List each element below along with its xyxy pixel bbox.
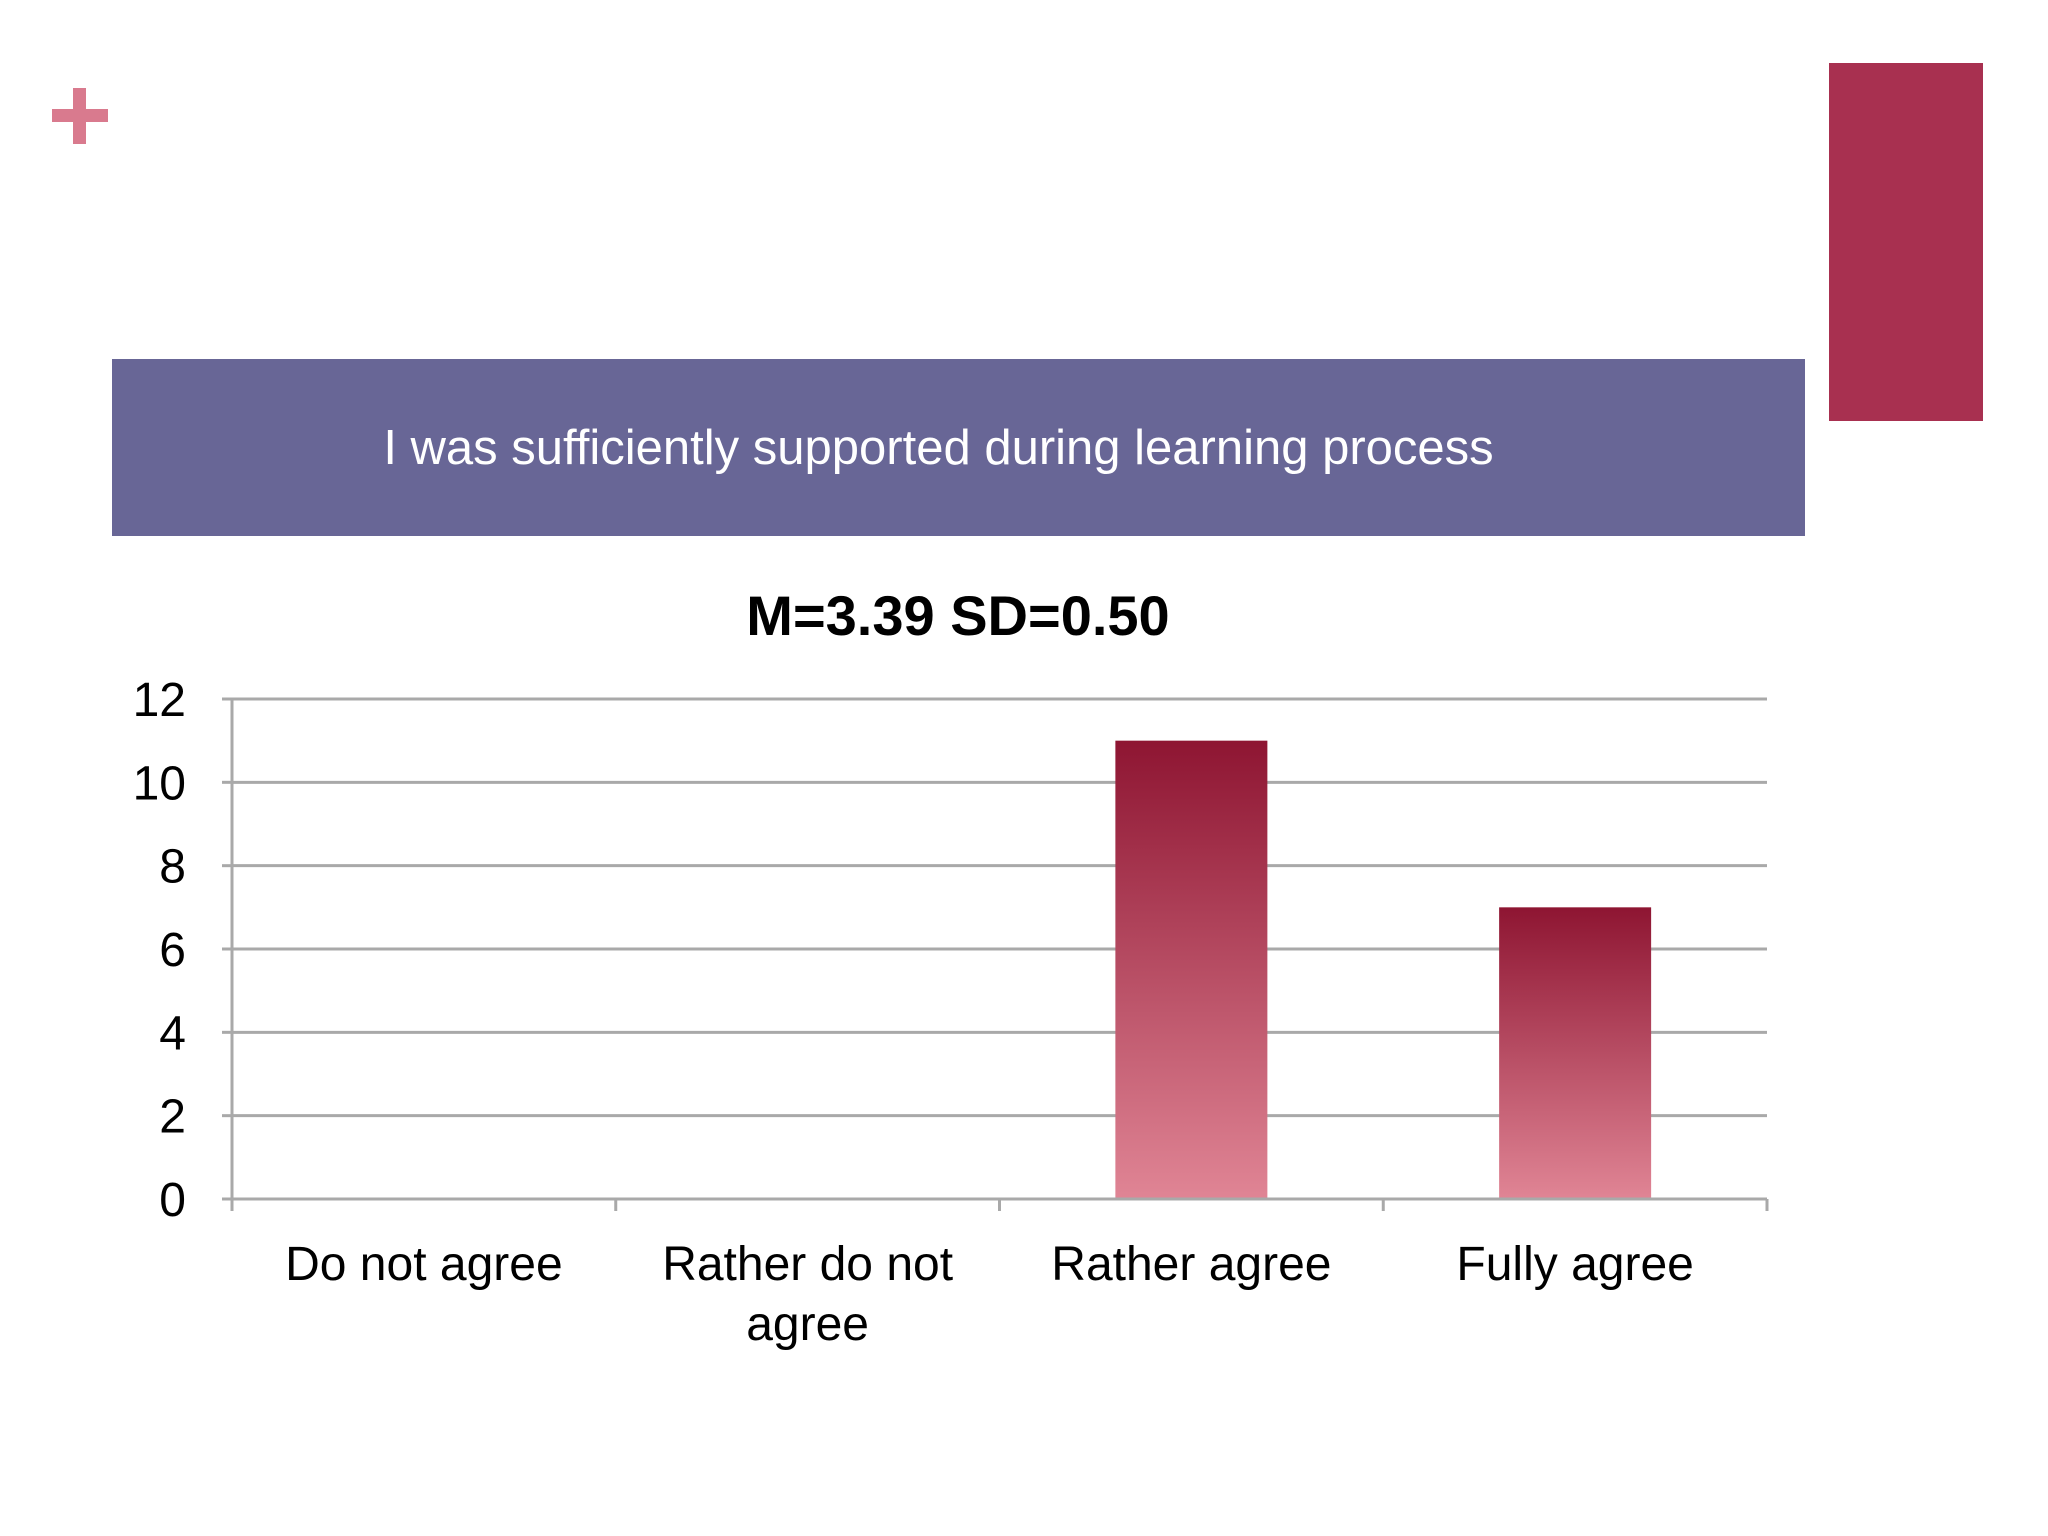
x-tick-label-2: Rather agree bbox=[1051, 1238, 1331, 1291]
question-banner: I was sufficiently supported during lear… bbox=[112, 359, 1805, 536]
x-tick-label-1: Rather do not agree bbox=[662, 1238, 953, 1351]
plus-icon bbox=[52, 88, 108, 144]
x-tick-label-line: Rather do not bbox=[662, 1238, 953, 1291]
x-tick-label-line: agree bbox=[746, 1298, 869, 1351]
question-text: I was sufficiently supported during lear… bbox=[383, 420, 1494, 475]
plus-icon-vertical bbox=[73, 88, 86, 144]
y-tick-label-0: 0 bbox=[159, 1174, 186, 1227]
bar-2 bbox=[1115, 740, 1268, 1199]
x-tick-label-line: Fully agree bbox=[1456, 1238, 1693, 1291]
y-tick-label-4: 4 bbox=[159, 1007, 186, 1060]
y-tick-label-12: 12 bbox=[133, 674, 186, 727]
chart-title: M=3.39 SD=0.50 bbox=[746, 584, 1169, 647]
y-tick-label-10: 10 bbox=[133, 757, 186, 810]
x-tick-label-line: Rather agree bbox=[1051, 1238, 1331, 1291]
x-tick-label-0: Do not agree bbox=[285, 1238, 563, 1291]
x-tick-label-3: Fully agree bbox=[1456, 1238, 1693, 1291]
accent-rectangle bbox=[1829, 63, 1983, 421]
y-tick-label-2: 2 bbox=[159, 1091, 186, 1144]
y-tick-label-6: 6 bbox=[159, 924, 186, 977]
x-tick-label-line: Do not agree bbox=[285, 1238, 563, 1291]
y-tick-label-8: 8 bbox=[159, 841, 186, 894]
bar-3 bbox=[1499, 907, 1652, 1199]
